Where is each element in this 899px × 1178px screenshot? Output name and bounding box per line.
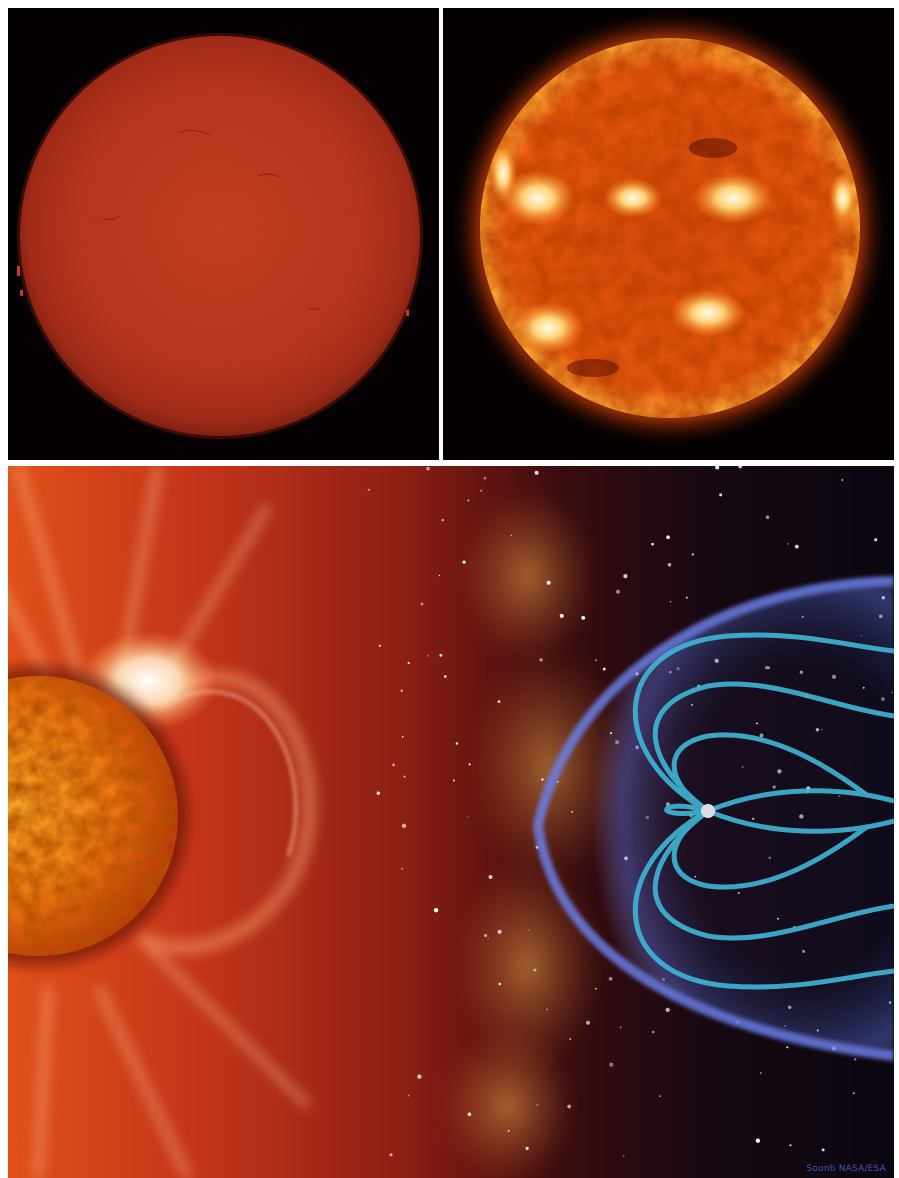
star [420, 602, 424, 606]
star [719, 493, 723, 497]
star [619, 1026, 622, 1029]
star [586, 1020, 590, 1025]
star [715, 466, 720, 470]
star [401, 867, 404, 870]
star [426, 466, 430, 471]
star [665, 1007, 670, 1013]
star [401, 823, 407, 828]
star [789, 1144, 792, 1147]
star [567, 1104, 572, 1109]
star [497, 700, 501, 704]
star [623, 1155, 625, 1157]
star [389, 1153, 393, 1157]
image-credit: Soonb NASA/ESA [806, 1164, 886, 1174]
star [443, 675, 447, 678]
star [467, 499, 470, 502]
star [441, 518, 444, 522]
star [546, 580, 551, 585]
star [616, 589, 620, 594]
star [786, 1046, 789, 1049]
star [392, 763, 395, 767]
star [738, 466, 743, 469]
star [651, 1030, 655, 1034]
star [498, 982, 501, 986]
star [467, 1112, 472, 1117]
star [794, 544, 799, 549]
star [497, 929, 502, 934]
euv-sun-panel [443, 8, 894, 460]
star [376, 791, 380, 795]
star [466, 816, 469, 818]
star [760, 1072, 762, 1074]
star [667, 563, 672, 567]
h-alpha-sun-panel [8, 8, 439, 460]
star [455, 742, 459, 745]
star [452, 779, 455, 782]
star [651, 542, 654, 546]
star [609, 1062, 614, 1067]
star [666, 535, 670, 540]
star [691, 553, 694, 556]
star [378, 644, 382, 648]
star [874, 538, 878, 542]
star [602, 667, 606, 671]
star [786, 543, 789, 545]
star [623, 573, 628, 579]
star [403, 775, 406, 778]
star [507, 1129, 510, 1132]
star [669, 600, 672, 603]
bow-shock [532, 576, 894, 1061]
star [462, 560, 466, 564]
star [536, 1104, 539, 1106]
star [854, 1058, 857, 1061]
star [841, 479, 844, 481]
star [401, 735, 404, 738]
star [367, 488, 371, 491]
star [433, 908, 439, 913]
star [488, 875, 493, 879]
euv-sun-image [443, 8, 894, 460]
magnetic-field-lines [632, 632, 894, 990]
star [510, 534, 513, 537]
star [487, 937, 489, 940]
star [595, 987, 597, 990]
star [581, 616, 586, 620]
star [468, 763, 471, 766]
star [407, 1094, 410, 1097]
star [484, 933, 488, 938]
star [821, 1148, 825, 1152]
star [569, 1038, 572, 1040]
cme-magnetosphere-image [8, 466, 894, 1178]
star [528, 929, 530, 932]
earth [701, 804, 715, 818]
star [546, 1008, 549, 1011]
star [765, 515, 770, 520]
star [608, 976, 613, 981]
star [483, 476, 487, 480]
star [400, 689, 403, 693]
cme-loop [134, 670, 317, 955]
star [427, 654, 430, 657]
star [480, 489, 483, 492]
star [852, 1092, 855, 1095]
star [755, 1138, 761, 1143]
cme-magnetosphere-panel: Soonb NASA/ESA [8, 466, 894, 1178]
h-alpha-sun-image [8, 8, 439, 460]
star [525, 1146, 529, 1150]
star [533, 968, 537, 972]
star [417, 1074, 422, 1079]
star [539, 658, 543, 662]
star [407, 661, 410, 665]
star [685, 596, 688, 599]
star [439, 653, 443, 657]
star [438, 574, 441, 577]
star [659, 1095, 661, 1098]
active-regions [489, 143, 857, 354]
star [534, 470, 539, 475]
star [559, 613, 564, 618]
star [595, 659, 598, 662]
star [541, 778, 544, 781]
